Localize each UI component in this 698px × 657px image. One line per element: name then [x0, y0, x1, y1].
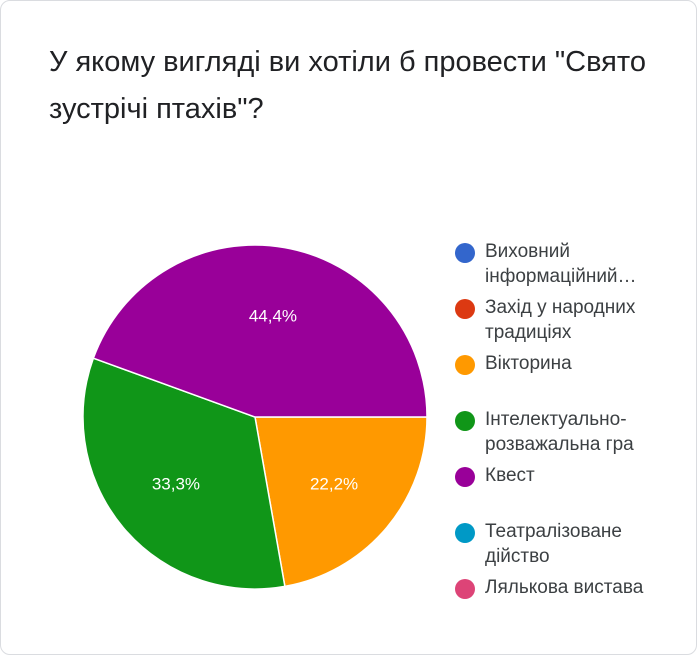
legend-label: Захід у народних традиціях — [485, 297, 636, 343]
slice-label: 22,2% — [310, 474, 358, 493]
chart-legend: Виховний інформаційний… Захід у народних … — [455, 239, 685, 631]
question-title: У якому вигляді ви хотіли б провести "Св… — [49, 46, 646, 125]
legend-item[interactable]: Виховний інформаційний… — [455, 239, 685, 295]
legend-item[interactable]: Вікторина — [455, 351, 685, 407]
pie-slice[interactable] — [254, 416, 428, 588]
legend-label: Вікторина — [485, 353, 572, 374]
legend-swatch-icon — [455, 299, 475, 319]
legend-item[interactable]: Інтелектуально-розважальна гра — [455, 407, 685, 463]
legend-swatch-icon — [455, 523, 475, 543]
legend-label: Виховний інформаційний… — [485, 241, 637, 287]
slice-label: 44,4% — [249, 306, 297, 325]
legend-label: Театралізоване дійство — [485, 521, 622, 567]
legend-item[interactable]: Театралізоване дійство — [455, 519, 685, 575]
legend-item[interactable]: Захід у народних традиціях — [455, 295, 685, 351]
legend-label: Квест — [485, 465, 535, 486]
legend-label: Інтелектуально-розважальна гра — [485, 409, 634, 455]
legend-item[interactable]: Квест — [455, 463, 685, 519]
slice-label: 33,3% — [152, 474, 200, 493]
legend-swatch-icon — [455, 411, 475, 431]
pie-slice[interactable] — [82, 357, 286, 590]
legend-item[interactable]: Лялькова вистава — [455, 575, 685, 631]
legend-swatch-icon — [455, 355, 475, 375]
legend-swatch-icon — [455, 467, 475, 487]
legend-swatch-icon — [455, 243, 475, 263]
legend-swatch-icon — [455, 579, 475, 599]
legend-label: Лялькова вистава — [485, 577, 644, 598]
pie-slice[interactable] — [92, 244, 428, 418]
